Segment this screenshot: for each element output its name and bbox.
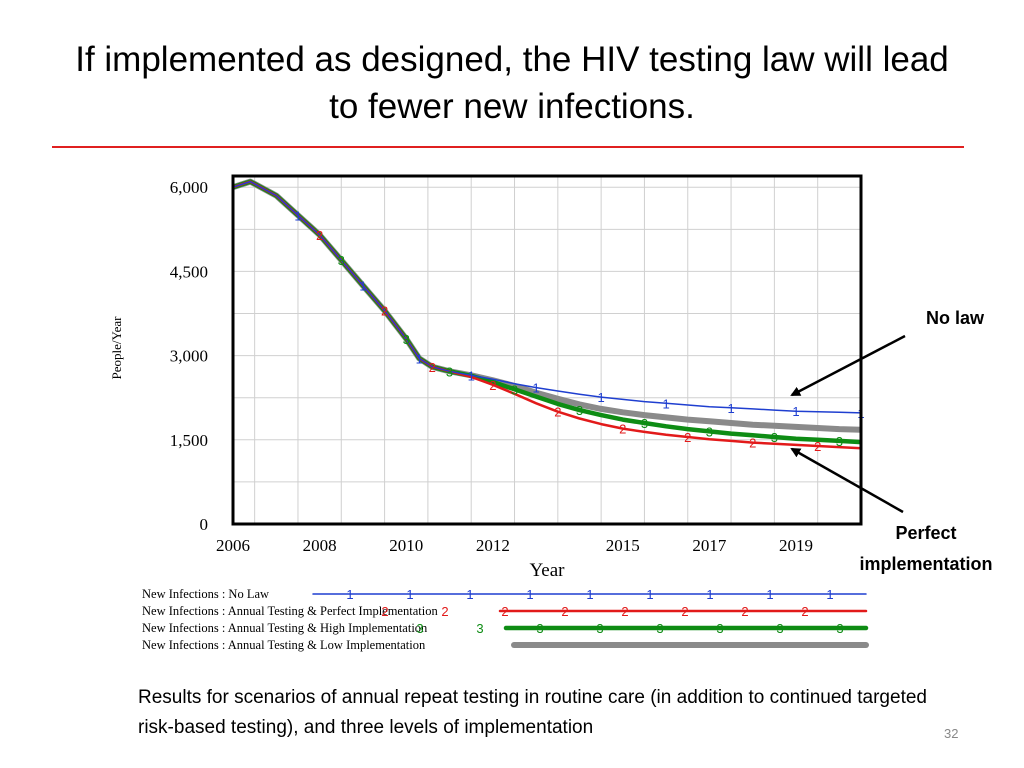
series-2-marker: 2	[554, 405, 561, 420]
series-1-marker: 1	[294, 208, 301, 223]
legend-marker-1: 1	[826, 587, 833, 602]
legend-marker-1: 1	[706, 587, 713, 602]
slide-caption: Results for scenarios of annual repeat t…	[138, 687, 927, 738]
series-1-marker: 1	[727, 401, 734, 416]
series-3-marker: 3	[446, 364, 453, 379]
y-tick-label: 0	[200, 515, 209, 534]
callout-no-law-arrow	[790, 334, 906, 397]
series-1-marker: 1	[598, 390, 605, 405]
legend-marker-3: 3	[716, 621, 723, 636]
series-3-marker: 3	[576, 403, 583, 418]
x-tick-label: 2017	[692, 536, 727, 555]
legend-marker-2: 2	[441, 604, 448, 619]
series-2-marker: 2	[381, 304, 388, 319]
plot-frame	[231, 174, 863, 526]
x-tick-label: 2008	[303, 536, 337, 555]
callout-perfect-line2: implementation	[859, 554, 992, 574]
x-axis-title: Year	[529, 560, 565, 581]
y-tick-label: 4,500	[170, 262, 208, 281]
series-1-marker: 1	[416, 351, 423, 366]
title-divider	[52, 146, 964, 148]
y-tick-label: 1,500	[170, 431, 208, 450]
series-2-marker: 2	[814, 439, 821, 454]
legend-marker-3: 3	[476, 621, 483, 636]
legend-marker-2: 2	[501, 604, 508, 619]
series-2-marker: 2	[619, 422, 626, 437]
legend-marker-3: 3	[536, 621, 543, 636]
axis-ticks: 0 1,500 3,000 4,500 6,000 2006 2008 2010 2012 201…	[170, 178, 813, 555]
legend-marker-1: 1	[646, 587, 653, 602]
series-2-marker: 2	[489, 378, 496, 393]
slide-number: 32	[944, 726, 959, 741]
legend-label-3: New Infections : Annual Testing & High I…	[142, 621, 428, 635]
legend-marker-1: 1	[346, 587, 353, 602]
callout-no-law: No law	[926, 308, 985, 328]
series-line-4	[232, 178, 862, 433]
y-tick-label: 6,000	[170, 178, 208, 197]
series-2-marker: 2	[749, 436, 756, 451]
chart-legend: New Infections : No Law 1 1 1 1 1 1 1 1 1 New Infe…	[142, 587, 869, 652]
legend-label-2: New Infections : Annual Testing & Perfec…	[142, 604, 438, 618]
legend-marker-2: 2	[561, 604, 568, 619]
legend-marker-3: 3	[836, 621, 843, 636]
legend-marker-1: 1	[466, 587, 473, 602]
x-tick-label: 2012	[476, 536, 510, 555]
legend-marker-1: 1	[526, 587, 533, 602]
legend-marker-2: 2	[801, 604, 808, 619]
y-tick-label: 3,000	[170, 347, 208, 366]
legend-marker-1: 1	[766, 587, 773, 602]
callout-perfect-arrow	[790, 447, 904, 514]
series-1-marker: 1	[662, 396, 669, 411]
chart-grid	[233, 176, 861, 524]
series-3-marker: 3	[706, 424, 713, 439]
x-tick-label: 2015	[606, 536, 640, 555]
series-2-marker: 2	[429, 360, 436, 375]
legend-marker-2: 2	[621, 604, 628, 619]
legend-marker-1: 1	[406, 587, 413, 602]
series-2-marker: 2	[684, 430, 691, 445]
legend-marker-1: 1	[586, 587, 593, 602]
legend-marker-3: 3	[596, 621, 603, 636]
series-1-marker: 1	[533, 381, 540, 396]
x-tick-label: 2019	[779, 536, 813, 555]
slide-title: If implemented as designed, the HIV test…	[75, 40, 949, 126]
series-1-marker: 1	[468, 368, 475, 383]
legend-marker-2: 2	[681, 604, 688, 619]
series-line-1	[232, 180, 862, 414]
series-1-marker: 1	[359, 278, 366, 293]
series-3-marker: 3	[511, 382, 518, 397]
legend-marker-3: 3	[656, 621, 663, 636]
series-3-marker: 3	[771, 430, 778, 445]
series-3-marker: 3	[403, 332, 410, 347]
legend-marker-3: 3	[776, 621, 783, 636]
legend-marker-3: 3	[416, 621, 423, 636]
legend-label-1: New Infections : No Law	[142, 587, 269, 601]
series-2-marker: 2	[316, 228, 323, 243]
x-tick-label: 2010	[389, 536, 423, 555]
legend-label-4: New Infections : Annual Testing & Low Im…	[142, 638, 426, 652]
series-line-2	[232, 180, 862, 450]
series-line-3	[232, 179, 862, 445]
series-3-marker: 3	[641, 416, 648, 431]
x-tick-label: 2006	[216, 536, 250, 555]
legend-marker-2: 2	[741, 604, 748, 619]
callout-perfect-line1: Perfect	[895, 523, 956, 543]
y-axis-title: People/Year	[109, 316, 124, 380]
legend-marker-2: 2	[381, 604, 388, 619]
series-3-marker: 3	[338, 253, 345, 268]
series-3-marker: 3	[836, 434, 843, 449]
series-1-marker: 1	[792, 404, 799, 419]
